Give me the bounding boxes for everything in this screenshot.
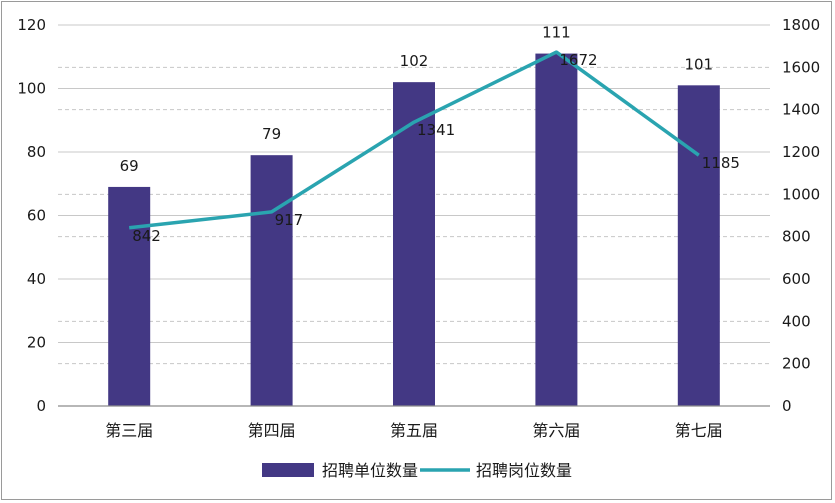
legend-label-bar: 招聘单位数量 bbox=[322, 461, 418, 480]
y-left-tick-label: 100 bbox=[17, 80, 46, 98]
line-data-label: 1672 bbox=[559, 51, 597, 69]
y-right-tick-label: 1000 bbox=[782, 185, 820, 203]
y-right-tick-label: 1200 bbox=[782, 143, 820, 161]
bar-第五届 bbox=[393, 82, 435, 407]
bar-第三届 bbox=[108, 186, 151, 406]
legend-label-line: 招聘岗位数量 bbox=[476, 461, 572, 480]
bar-data-label: 101 bbox=[684, 55, 713, 73]
bar-第七届 bbox=[677, 85, 720, 406]
line-data-label: 917 bbox=[275, 211, 304, 229]
bar-第四届 bbox=[250, 155, 293, 406]
bar-data-label: 79 bbox=[262, 125, 281, 143]
x-category-label: 第六届 bbox=[532, 421, 580, 440]
legend-swatch-bar bbox=[262, 463, 314, 477]
y-left-tick-label: 20 bbox=[27, 334, 46, 352]
y-left-tick-label: 40 bbox=[27, 270, 46, 288]
axes: 0204060801001200200400600800100012001400… bbox=[17, 16, 820, 440]
x-category-label: 第三届 bbox=[105, 421, 153, 440]
x-category-label: 第四届 bbox=[248, 421, 296, 440]
y-right-tick-label: 1400 bbox=[782, 101, 820, 119]
bar-data-label: 102 bbox=[400, 52, 429, 70]
x-category-label: 第五届 bbox=[390, 421, 438, 440]
line-data-label: 842 bbox=[132, 227, 161, 245]
y-right-tick-label: 600 bbox=[782, 270, 811, 288]
y-right-tick-label: 200 bbox=[782, 355, 811, 373]
y-right-tick-label: 800 bbox=[782, 228, 811, 246]
legend: 招聘单位数量 招聘岗位数量 bbox=[262, 461, 572, 480]
bar-data-label: 111 bbox=[542, 24, 571, 42]
y-left-tick-label: 120 bbox=[17, 16, 46, 34]
y-left-tick-label: 0 bbox=[36, 397, 46, 415]
y-right-tick-label: 400 bbox=[782, 312, 811, 330]
y-left-tick-label: 60 bbox=[27, 207, 46, 225]
line-series bbox=[129, 50, 700, 230]
bar-series bbox=[108, 53, 720, 407]
bar-data-label: 69 bbox=[120, 157, 139, 175]
y-right-tick-label: 1800 bbox=[782, 16, 820, 34]
bar-第六届 bbox=[535, 53, 578, 406]
line-data-label: 1185 bbox=[702, 154, 740, 172]
y-right-tick-label: 1600 bbox=[782, 58, 820, 76]
y-left-tick-label: 80 bbox=[27, 143, 46, 161]
y-right-tick-label: 0 bbox=[782, 397, 792, 415]
line-data-label: 1341 bbox=[417, 121, 455, 139]
data-labels: 69 79 102 111 101 842 917 1341 1672 1185 bbox=[120, 24, 740, 245]
x-category-label: 第七届 bbox=[675, 421, 723, 440]
